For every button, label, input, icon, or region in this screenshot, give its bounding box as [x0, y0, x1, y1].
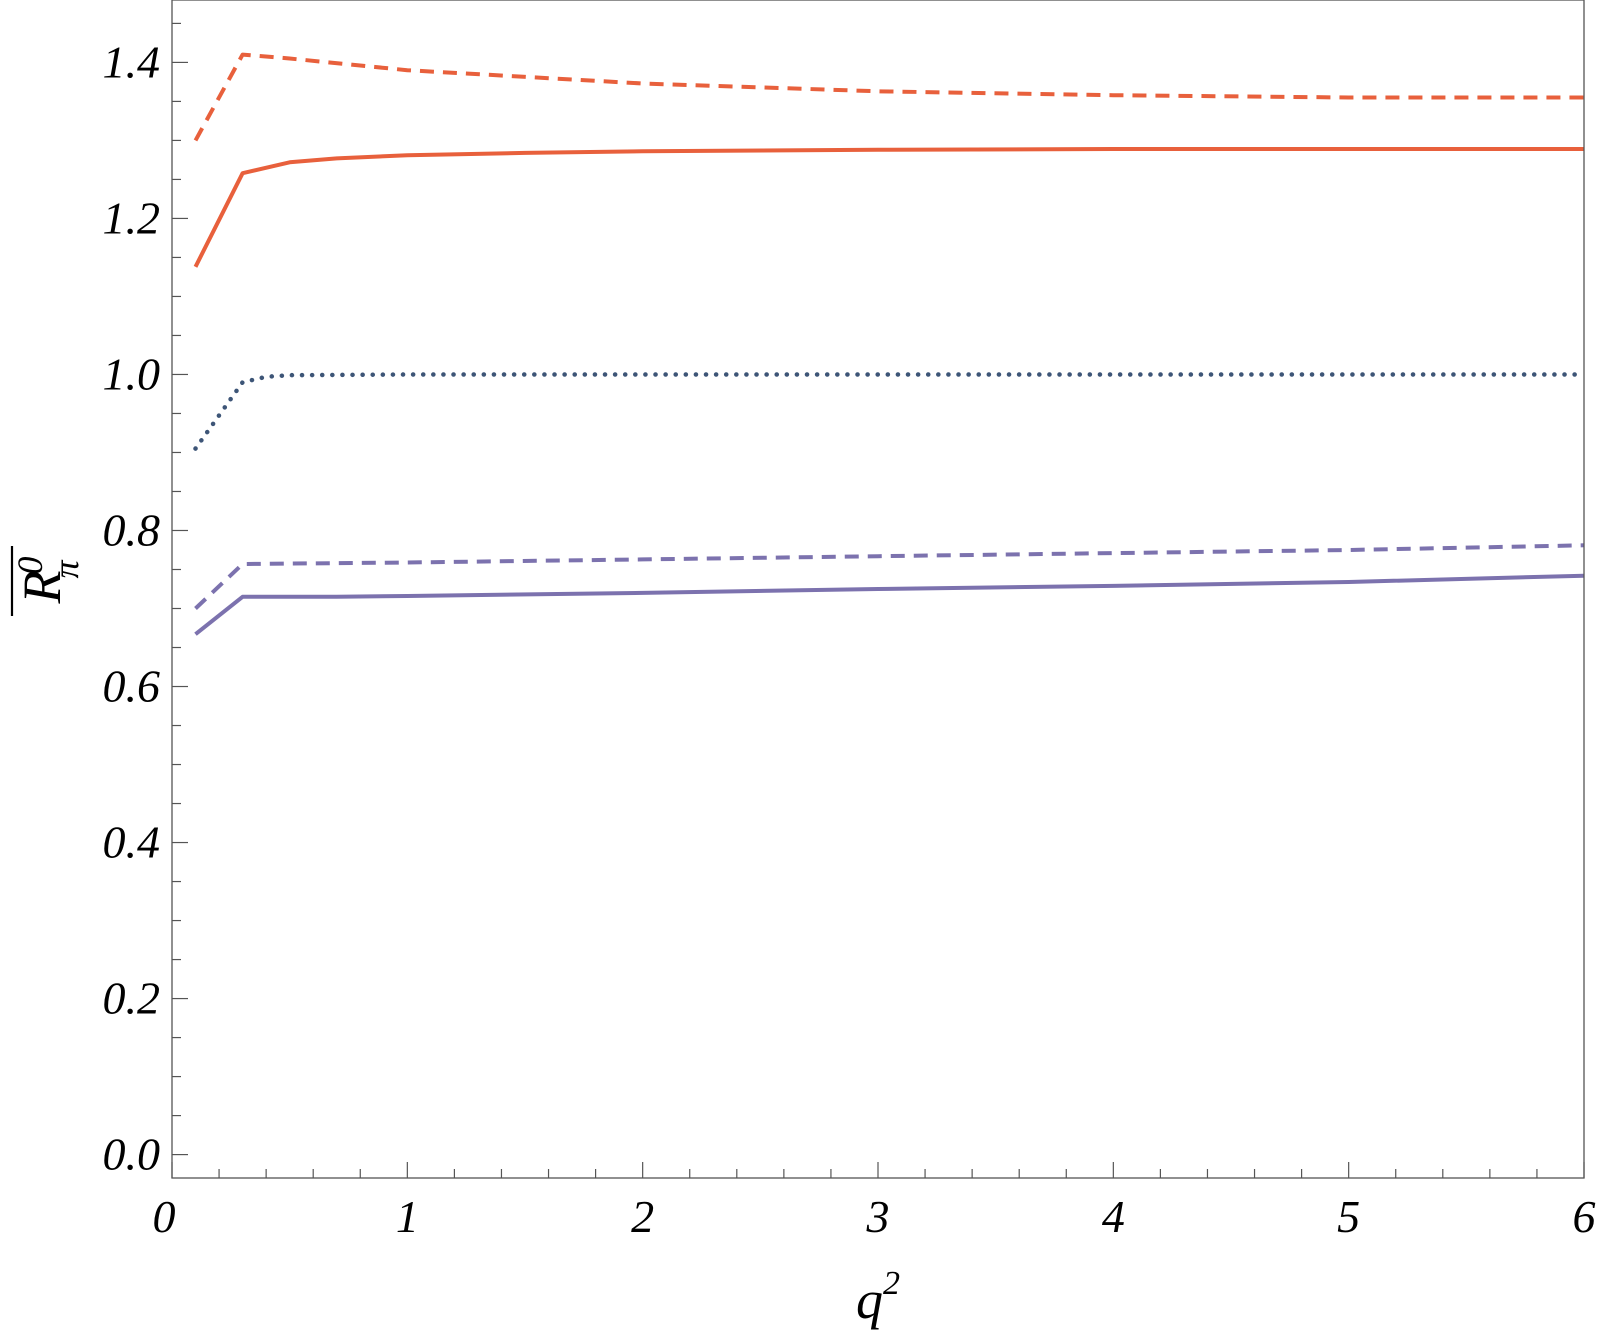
x-tick-label: 3: [866, 1191, 890, 1242]
tick-labels: 0.0 0.2 0.4 0.6 0.8 1.0 1.2 1.4 0 1 2 3 4 5 6: [103, 36, 1596, 1242]
series-line-1: [193, 52, 1584, 142]
y-axis-title-main: R: [12, 571, 72, 605]
x-axis-title: q2: [856, 1265, 900, 1330]
x-axis-title-sup: 2: [883, 1265, 900, 1302]
x-tick-label: 0: [153, 1191, 176, 1242]
y-tick-label: 0.6: [103, 661, 161, 712]
y-tick-label: 1.2: [103, 192, 161, 243]
x-tick-label: 1: [396, 1191, 419, 1242]
y-tick-label: 0.8: [103, 504, 161, 555]
y-tick-label: 0.2: [103, 973, 161, 1024]
y-tick-label: 0.0: [103, 1129, 161, 1180]
x-tick-label: 4: [1102, 1191, 1125, 1242]
x-tick-label: 5: [1337, 1191, 1360, 1242]
y-tick-label: 1.4: [103, 36, 161, 87]
series-line-3: [193, 372, 1587, 451]
y-tick-label: 1.0: [103, 348, 161, 399]
y-axis-title: R0π: [10, 546, 86, 616]
series-line-4: [194, 543, 1585, 610]
y-axis-title-sub: π: [46, 560, 86, 579]
series-line-2: [193, 147, 1584, 268]
chart-series: [193, 52, 1587, 636]
plot-frame: [171, 0, 1585, 1179]
series-line-5: [194, 573, 1585, 636]
x-tick-label: 6: [1573, 1191, 1596, 1242]
axis-ticks: [171, 22, 1585, 1178]
y-axis-title-sup: 0: [10, 557, 50, 575]
y-tick-label: 0.4: [103, 817, 161, 868]
x-tick-label: 2: [631, 1191, 654, 1242]
x-axis-title-main: q: [856, 1270, 883, 1330]
svg-text:R0π: R0π: [10, 557, 86, 605]
